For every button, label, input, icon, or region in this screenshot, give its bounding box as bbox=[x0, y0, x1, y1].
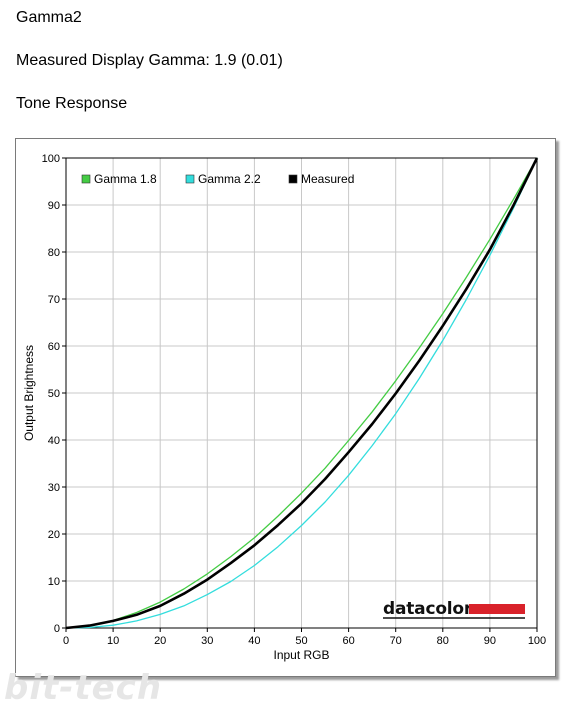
y-tick-label: 50 bbox=[48, 388, 60, 400]
legend-label: Gamma 2.2 bbox=[198, 172, 261, 186]
x-tick-label: 50 bbox=[295, 635, 307, 647]
y-tick-label: 20 bbox=[48, 529, 60, 541]
section-title: Tone Response bbox=[16, 95, 128, 112]
datacolor-logo-text: datacolor bbox=[383, 599, 473, 619]
y-tick-label: 40 bbox=[48, 435, 60, 447]
watermark-logo: bit-tech bbox=[4, 668, 163, 708]
x-tick-label: 100 bbox=[528, 635, 546, 647]
x-tick-label: 80 bbox=[437, 635, 449, 647]
legend-swatch bbox=[81, 174, 91, 184]
y-tick-label: 100 bbox=[42, 153, 60, 165]
legend-swatch bbox=[185, 174, 195, 184]
tone-response-chart: 0 10 20 30 40 50 60 70 80 90 100 0 10 20 30 40 50 60 70 80 9… bbox=[22, 153, 546, 662]
series-line-measured bbox=[65, 157, 539, 630]
legend-label: Gamma 1.8 bbox=[94, 172, 157, 186]
chart-panel: 0 10 20 30 40 50 60 70 80 90 100 0 10 20 30 40 50 60 70 80 9… bbox=[15, 138, 556, 677]
legend-swatch bbox=[288, 174, 298, 184]
x-tick-label: 90 bbox=[484, 635, 496, 647]
legend-label: Measured bbox=[301, 172, 354, 186]
y-tick-label: 0 bbox=[54, 623, 60, 635]
x-tick-label: 70 bbox=[390, 635, 402, 647]
series-line-gamma-2-2 bbox=[65, 157, 538, 629]
x-tick-label: 40 bbox=[248, 635, 260, 647]
series-line-gamma-1-8 bbox=[65, 157, 538, 629]
y-tick-label: 70 bbox=[48, 294, 60, 306]
y-axis-label: Output Brightness bbox=[22, 345, 36, 441]
y-tick-label: 30 bbox=[48, 482, 60, 494]
y-tick-label: 90 bbox=[48, 200, 60, 212]
y-tick-label: 10 bbox=[48, 576, 60, 588]
y-tick-label: 80 bbox=[48, 247, 60, 259]
x-tick-label: 60 bbox=[342, 635, 354, 647]
x-tick-label: 10 bbox=[107, 635, 119, 647]
y-tick-label: 60 bbox=[48, 341, 60, 353]
x-axis-label: Input RGB bbox=[273, 648, 329, 662]
page-title: Gamma2 bbox=[16, 9, 82, 26]
x-tick-label: 30 bbox=[201, 635, 213, 647]
datacolor-logo-bar bbox=[469, 604, 525, 614]
measured-gamma-label: Measured Display Gamma: 1.9 (0.01) bbox=[16, 52, 283, 69]
x-tick-label: 0 bbox=[63, 635, 69, 647]
x-tick-label: 20 bbox=[154, 635, 166, 647]
